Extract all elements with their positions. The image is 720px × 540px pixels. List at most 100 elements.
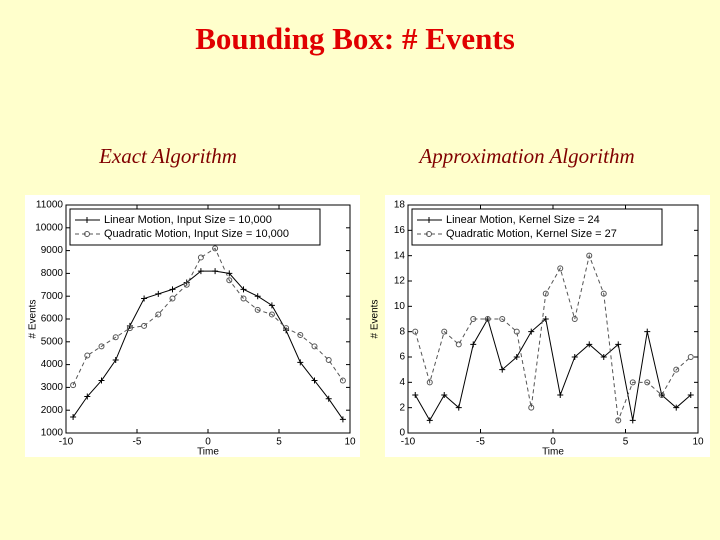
- point: [528, 404, 535, 411]
- point: [644, 379, 651, 386]
- legend-label: Linear Motion, Kernel Size = 24: [446, 214, 600, 226]
- point: [141, 295, 148, 302]
- y-tick-label: 0: [399, 428, 405, 439]
- point: [412, 328, 419, 335]
- point: [112, 334, 119, 341]
- point: [126, 325, 133, 332]
- point: [600, 290, 607, 297]
- y-tick-label: 2000: [41, 405, 64, 416]
- point: [673, 366, 680, 373]
- point: [311, 343, 318, 350]
- point: [254, 293, 261, 300]
- y-axis-label: # Events: [28, 300, 39, 339]
- point: [586, 341, 593, 348]
- y-tick-label: 16: [394, 225, 406, 236]
- point: [226, 270, 233, 277]
- y-tick-label: 1000: [41, 428, 64, 439]
- point: [441, 328, 448, 335]
- point: [542, 290, 549, 297]
- y-tick-label: 9000: [41, 245, 64, 256]
- point: [455, 404, 462, 411]
- point: [644, 328, 651, 335]
- point: [70, 414, 77, 421]
- y-tick-label: 3000: [41, 382, 64, 393]
- y-axis-label: # Events: [370, 300, 381, 339]
- legend-label: Quadratic Motion, Input Size = 10,000: [104, 228, 289, 240]
- point: [212, 245, 219, 252]
- point: [98, 343, 105, 350]
- point: [426, 379, 433, 386]
- point: [658, 392, 665, 398]
- x-tick-label: 10: [344, 437, 356, 448]
- point: [112, 357, 119, 364]
- point: [557, 265, 564, 272]
- point: [297, 331, 304, 338]
- point: [197, 254, 204, 261]
- y-tick-label: 4000: [41, 359, 64, 370]
- point: [687, 392, 694, 398]
- point: [84, 352, 91, 359]
- point: [600, 354, 607, 360]
- point: [499, 316, 506, 322]
- point: [70, 382, 77, 389]
- legend-marker: [426, 217, 432, 223]
- y-tick-label: 5000: [41, 336, 64, 347]
- legend-box: [69, 208, 321, 246]
- point: [155, 290, 162, 297]
- point: [513, 354, 520, 360]
- point: [169, 295, 176, 302]
- series-line: [414, 317, 692, 422]
- y-tick-label: 11000: [36, 200, 64, 211]
- point: [499, 366, 506, 373]
- x-tick-label: -5: [476, 437, 485, 448]
- legend-label: Linear Motion, Input Size = 10,000: [104, 214, 272, 226]
- point: [339, 377, 346, 384]
- series-line: [72, 270, 344, 420]
- point: [528, 328, 535, 335]
- point: [426, 417, 433, 424]
- point: [542, 316, 549, 322]
- point: [629, 417, 636, 424]
- x-axis-label: Time: [197, 447, 219, 458]
- y-tick-label: 14: [394, 250, 406, 261]
- point: [183, 281, 190, 288]
- y-tick-label: 2: [399, 402, 405, 413]
- y-tick-label: 8000: [41, 268, 64, 279]
- point: [155, 311, 162, 318]
- point: [673, 404, 680, 411]
- x-tick-label: 5: [276, 437, 282, 448]
- x-tick-label: 0: [205, 437, 211, 448]
- point: [571, 316, 578, 322]
- legend-marker: [84, 231, 90, 237]
- point: [311, 377, 318, 384]
- y-tick-label: 6: [399, 352, 405, 363]
- point: [240, 286, 247, 293]
- y-tick-label: 18: [394, 200, 406, 211]
- point: [325, 357, 332, 364]
- point: [470, 316, 477, 322]
- panel-title: Exact Algorithm: [98, 144, 237, 168]
- point: [615, 341, 622, 348]
- y-tick-label: 4: [399, 377, 405, 388]
- x-axis-label: Time: [542, 447, 564, 458]
- point: [325, 395, 332, 402]
- point: [169, 286, 176, 293]
- point: [629, 379, 636, 386]
- point: [441, 392, 448, 398]
- point: [557, 392, 564, 398]
- point: [268, 311, 275, 318]
- y-tick-label: 6000: [41, 314, 64, 325]
- point: [470, 341, 477, 348]
- series-line: [414, 253, 692, 421]
- x-tick-label: 10: [692, 437, 704, 448]
- x-tick-label: -10: [59, 437, 74, 448]
- point: [226, 277, 233, 284]
- slide-title: Bounding Box: # Events: [195, 21, 515, 56]
- point: [283, 325, 290, 332]
- point: [254, 306, 261, 313]
- x-tick-label: 0: [550, 437, 556, 448]
- y-tick-label: 10000: [35, 222, 63, 233]
- panel-title: Approximation Algorithm: [417, 144, 634, 168]
